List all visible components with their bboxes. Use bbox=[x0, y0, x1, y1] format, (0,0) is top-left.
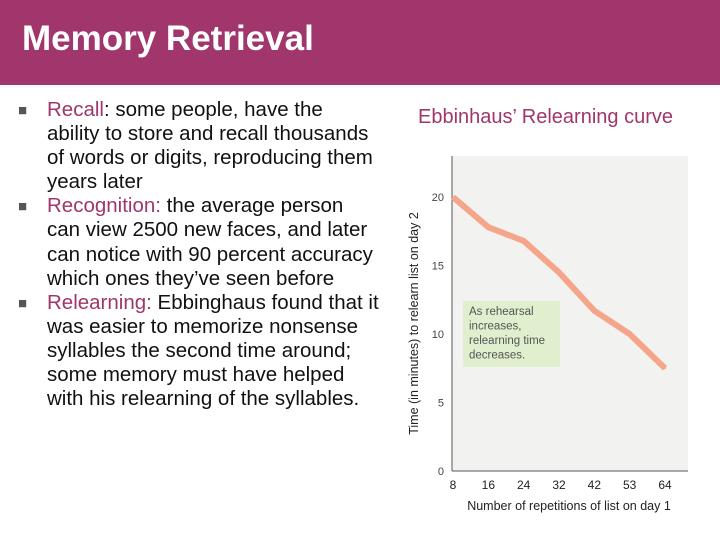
x-tick-label: 53 bbox=[623, 478, 637, 492]
x-tick-label: 42 bbox=[588, 478, 602, 492]
x-tick-label: 32 bbox=[552, 478, 566, 492]
annotation-text: decreases. bbox=[469, 350, 525, 362]
data-point bbox=[487, 226, 490, 229]
square-bullet-icon: ■ bbox=[18, 198, 28, 216]
x-axis-label: Number of repetitions of list on day 1 bbox=[467, 499, 671, 513]
square-bullet-icon: ■ bbox=[18, 294, 28, 312]
bullet-recognition: ■ Recognition: the average person can vi… bbox=[18, 194, 380, 290]
y-tick-label: 5 bbox=[438, 398, 444, 410]
bullet-recall: ■ Recall: some people, have the ability … bbox=[18, 98, 380, 194]
chart-heading: Ebbinhaus’ Relearning curve bbox=[418, 106, 673, 128]
data-point bbox=[452, 196, 454, 199]
data-point bbox=[522, 239, 525, 242]
bullet-list: ■ Recall: some people, have the ability … bbox=[18, 98, 380, 411]
data-point bbox=[664, 367, 666, 370]
x-tick-label: 16 bbox=[482, 478, 496, 492]
annotation-box bbox=[463, 301, 560, 367]
slide-header: Memory Retrieval bbox=[0, 0, 720, 85]
square-bullet-icon: ■ bbox=[18, 102, 28, 119]
bullet-text: the average person can view 2500 new fac… bbox=[47, 194, 373, 290]
annotation-text: As rehearsal bbox=[469, 306, 534, 318]
bullet-text: : some people, have the ability to store… bbox=[47, 98, 373, 194]
bullet-term: Relearning: bbox=[47, 290, 152, 314]
data-point bbox=[558, 271, 560, 274]
relearning-chart: 0 5 10 15 20 8 16 24 32 42 53 64 As rehearsal increas… bbox=[407, 156, 688, 513]
y-tick-label: 0 bbox=[438, 466, 444, 478]
slide-title: Memory Retrieval bbox=[22, 19, 314, 58]
data-point bbox=[628, 333, 631, 336]
y-tick-label: 20 bbox=[432, 192, 444, 204]
bullet-text: Ebbinghaus found that it was easier to m… bbox=[47, 290, 379, 411]
x-tick-label: 8 bbox=[450, 478, 457, 492]
x-tick-label: 64 bbox=[658, 478, 672, 492]
bullet-term: Recognition: bbox=[47, 194, 161, 218]
y-tick-label: 15 bbox=[432, 261, 444, 273]
y-tick-label: 10 bbox=[432, 329, 444, 341]
bullet-relearning: ■ Relearning: Ebbinghaus found that it w… bbox=[18, 291, 380, 411]
bullet-term: Recall bbox=[47, 98, 104, 121]
annotation-text: relearning time bbox=[469, 335, 545, 347]
y-axis-label: Time (in minutes) to relearn list on day… bbox=[407, 212, 421, 435]
x-tick-label: 24 bbox=[517, 478, 531, 492]
annotation-text: increases, bbox=[469, 321, 521, 333]
data-point bbox=[593, 309, 596, 312]
